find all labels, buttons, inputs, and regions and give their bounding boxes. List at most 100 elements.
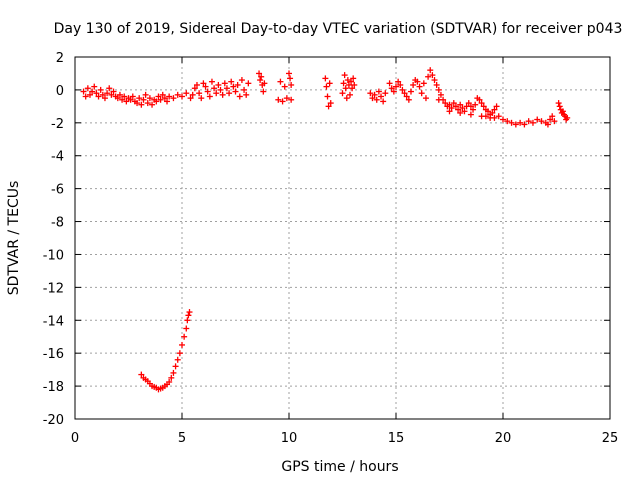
data-point: [198, 95, 205, 102]
data-point: [367, 90, 374, 97]
data-point: [472, 101, 479, 108]
data-point: [179, 341, 185, 348]
data-point: [84, 85, 91, 92]
data-point: [95, 93, 102, 100]
data-point: [344, 77, 351, 84]
y-tick-label: -16: [43, 347, 64, 362]
data-point: [341, 72, 348, 79]
data-point: [215, 81, 222, 88]
data-point: [174, 91, 181, 98]
data-point: [351, 81, 358, 88]
y-tick-label: -14: [43, 314, 64, 329]
data-point: [547, 116, 554, 123]
data-point: [281, 83, 288, 90]
data-point: [403, 93, 410, 100]
data-point: [123, 98, 130, 105]
data-point: [485, 108, 492, 115]
data-point: [326, 80, 333, 87]
data-point: [155, 93, 162, 100]
data-point: [256, 70, 263, 77]
data-point: [200, 80, 207, 87]
data-point: [416, 83, 423, 90]
y-tick-label: -18: [43, 380, 64, 395]
data-point: [437, 91, 444, 98]
data-point: [208, 78, 215, 85]
data-point: [452, 103, 459, 110]
data-point: [114, 95, 121, 102]
x-tick-label: 15: [388, 431, 405, 446]
data-point: [414, 78, 421, 85]
data-point: [446, 108, 453, 115]
data-point: [80, 88, 87, 95]
data-point: [448, 105, 455, 112]
data-point: [467, 103, 474, 110]
data-point: [153, 98, 160, 105]
data-point: [108, 91, 115, 98]
data-points: [80, 67, 571, 393]
data-point: [288, 81, 295, 88]
data-point: [127, 96, 134, 103]
data-point: [275, 96, 282, 103]
data-point: [397, 81, 404, 88]
data-point: [559, 108, 566, 115]
data-point: [97, 86, 104, 93]
data-point: [395, 78, 402, 85]
data-point: [136, 95, 143, 102]
data-point: [193, 81, 200, 88]
data-point: [138, 371, 145, 378]
data-point: [399, 86, 406, 93]
data-point: [164, 98, 171, 105]
data-point: [228, 78, 235, 85]
data-point: [168, 374, 175, 381]
y-tick-label: -10: [43, 248, 64, 263]
data-point: [457, 101, 464, 108]
data-point: [431, 77, 438, 84]
data-point: [230, 83, 237, 90]
data-point: [489, 109, 496, 116]
data-point: [425, 73, 432, 80]
data-point: [555, 100, 562, 107]
data-point: [534, 116, 541, 123]
data-point: [465, 100, 472, 107]
data-point: [213, 90, 220, 97]
data-point: [401, 90, 408, 97]
data-point: [93, 90, 100, 97]
data-point: [340, 80, 347, 87]
data-point: [191, 85, 198, 92]
y-tick-label: -4: [51, 150, 64, 165]
data-point: [491, 106, 498, 113]
data-point: [349, 85, 356, 92]
data-point: [185, 312, 192, 319]
y-tick-label: -12: [43, 281, 64, 296]
data-point: [283, 95, 290, 102]
x-tick-label: 5: [178, 431, 186, 446]
data-point: [91, 83, 98, 90]
data-point: [206, 93, 213, 100]
y-tick-label: -6: [51, 183, 64, 198]
data-point: [99, 91, 106, 98]
data-point: [455, 106, 462, 113]
data-point: [549, 113, 556, 120]
data-point: [495, 113, 502, 120]
data-point: [390, 88, 397, 95]
data-point: [140, 96, 147, 103]
data-point: [196, 90, 203, 97]
data-point: [184, 317, 191, 324]
data-point: [512, 121, 519, 128]
data-point: [161, 95, 168, 102]
data-point: [433, 81, 440, 88]
data-point: [467, 111, 474, 118]
data-point: [287, 75, 294, 82]
x-tick-label: 0: [71, 431, 79, 446]
data-point: [101, 95, 108, 102]
data-point: [348, 78, 355, 85]
data-point: [142, 91, 149, 98]
x-tick-label: 10: [281, 431, 298, 446]
data-point: [350, 75, 357, 82]
data-point: [138, 101, 145, 108]
x-tick-label: 25: [602, 431, 619, 446]
x-tick-label: 20: [495, 431, 512, 446]
data-point: [422, 95, 429, 102]
data-point: [342, 85, 349, 92]
